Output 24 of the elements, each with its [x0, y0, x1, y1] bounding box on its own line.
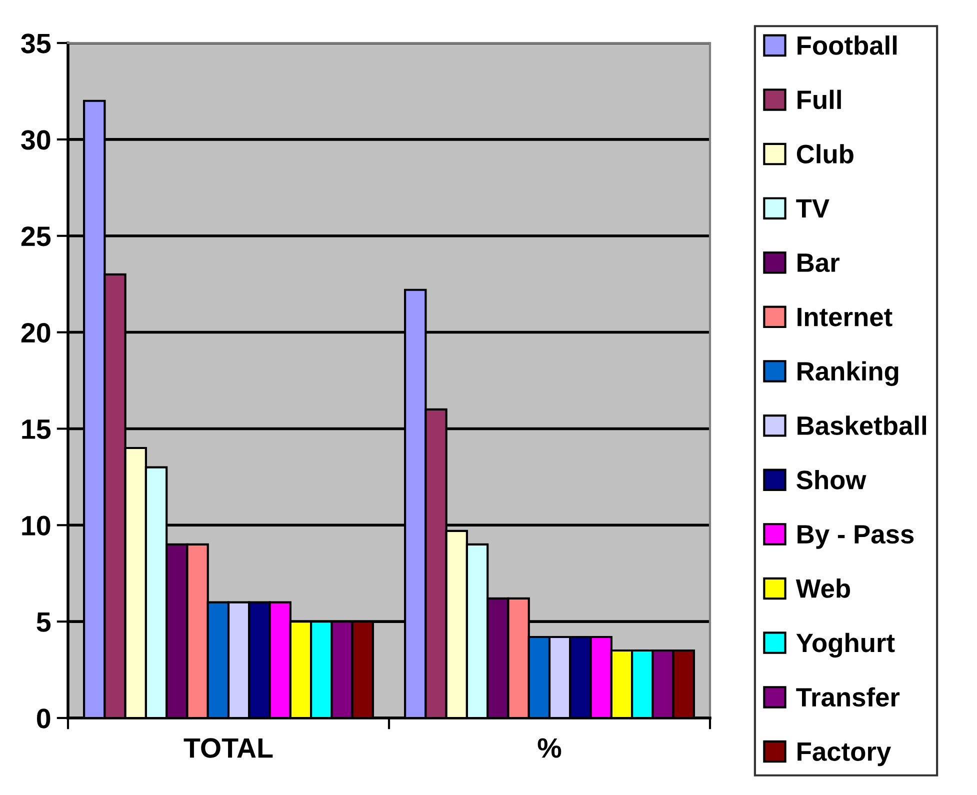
legend-label: Yoghurt — [796, 632, 895, 658]
legend-label: Internet — [798, 308, 892, 326]
x-tick-label: TOTAL — [184, 738, 273, 758]
x-tick-label: % — [538, 738, 562, 758]
legend-label: By - Pass — [798, 525, 914, 549]
legend-label: TV — [796, 199, 830, 218]
legend-label: Club — [796, 144, 854, 164]
legend-label: Full — [798, 90, 841, 110]
legend-label: Ranking — [798, 361, 898, 386]
y-tick-label: 10 — [22, 516, 50, 536]
legend-label: Show — [796, 470, 866, 490]
y-tick-label: 0 — [36, 708, 50, 728]
legend-label: Web — [796, 578, 850, 598]
legend-label: Football — [798, 35, 897, 55]
legend-label: Basketball — [798, 416, 926, 436]
legend-label: Factory — [798, 742, 892, 766]
y-tick-label: 25 — [21, 226, 51, 246]
y-tick-label: 20 — [21, 322, 50, 343]
y-tick-label: 30 — [21, 130, 50, 150]
y-tick-label: 35 — [21, 34, 51, 54]
legend-label: Bar — [798, 254, 840, 272]
y-tick-label: 15 — [22, 420, 51, 440]
legend-label: Transfer — [796, 687, 900, 707]
y-tick-label: 5 — [36, 612, 51, 632]
